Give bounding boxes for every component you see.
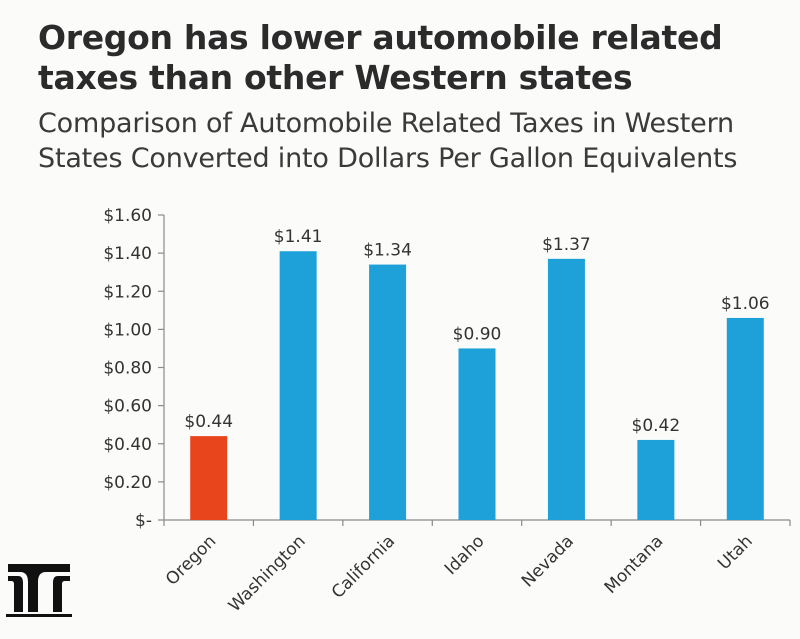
data-label: $0.90 (453, 324, 502, 344)
x-tick-label: Utah (714, 531, 757, 574)
data-label: $0.42 (632, 416, 681, 436)
chart-subtitle: Comparison of Automobile Related Taxes i… (38, 108, 738, 174)
y-tick-label: $0.60 (103, 397, 152, 417)
y-tick-label: $1.20 (103, 282, 152, 302)
data-label: $1.34 (363, 241, 412, 261)
bar (637, 439, 675, 520)
y-tick-label: $1.60 (103, 206, 152, 226)
y-tick-label: $0.80 (103, 359, 152, 379)
x-tick-label: California (328, 531, 399, 602)
x-tick-label: Oregon (162, 531, 220, 589)
x-tick-label: Washington (225, 531, 310, 616)
odot-logo-icon (6, 564, 72, 617)
bar (190, 436, 228, 520)
bar (458, 348, 496, 520)
y-tick-label: $0.20 (103, 473, 152, 493)
data-label: $1.06 (721, 294, 770, 314)
y-tick-label: $1.40 (103, 244, 152, 264)
page-title: Oregon has lower automobile related taxe… (38, 18, 723, 97)
x-tick-label: Montana (601, 531, 668, 598)
data-label: $1.41 (274, 227, 323, 247)
bar (369, 264, 407, 520)
y-tick-label: $- (135, 511, 152, 531)
data-label: $0.44 (184, 412, 233, 432)
bar (726, 317, 764, 520)
data-label: $1.37 (542, 235, 591, 255)
bar (547, 258, 585, 520)
x-tick-label: Nevada (518, 531, 578, 591)
bar (279, 251, 317, 520)
y-tick-label: $1.00 (103, 320, 152, 340)
y-tick-label: $0.40 (103, 435, 152, 455)
x-tick-label: Idaho (441, 531, 489, 579)
